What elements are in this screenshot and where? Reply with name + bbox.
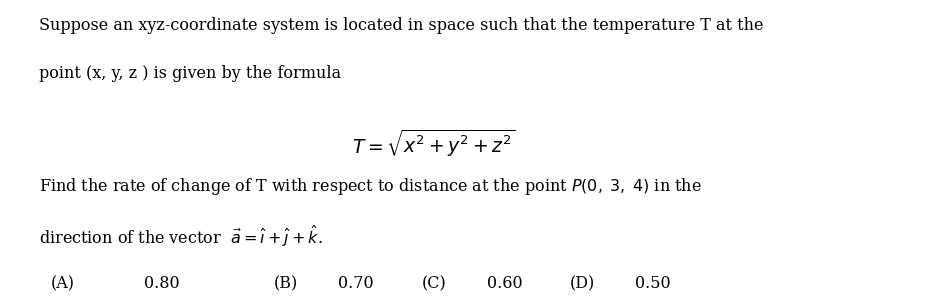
Text: 0.70: 0.70 [338,275,374,292]
Text: 0.50: 0.50 [635,275,670,292]
Text: point (x, y, z ) is given by the formula: point (x, y, z ) is given by the formula [39,65,341,82]
Text: (D): (D) [570,275,595,292]
Text: (A): (A) [51,275,75,292]
Text: 0.80: 0.80 [144,275,179,292]
Text: Find the rate of change of T with respect to distance at the point $P(0,\;3,\;4): Find the rate of change of T with respec… [39,176,702,197]
Text: $T = \sqrt{x^2 + y^2 + z^2}$: $T = \sqrt{x^2 + y^2 + z^2}$ [352,128,516,159]
Text: direction of the vector  $\vec{a} = \hat{\imath} + \hat{\jmath} + \hat{k}$.: direction of the vector $\vec{a} = \hat{… [39,224,323,249]
Text: Suppose an xyz-coordinate system is located in space such that the temperature T: Suppose an xyz-coordinate system is loca… [39,17,764,33]
Text: (C): (C) [422,275,447,292]
Text: 0.60: 0.60 [487,275,522,292]
Text: (B): (B) [273,275,298,292]
